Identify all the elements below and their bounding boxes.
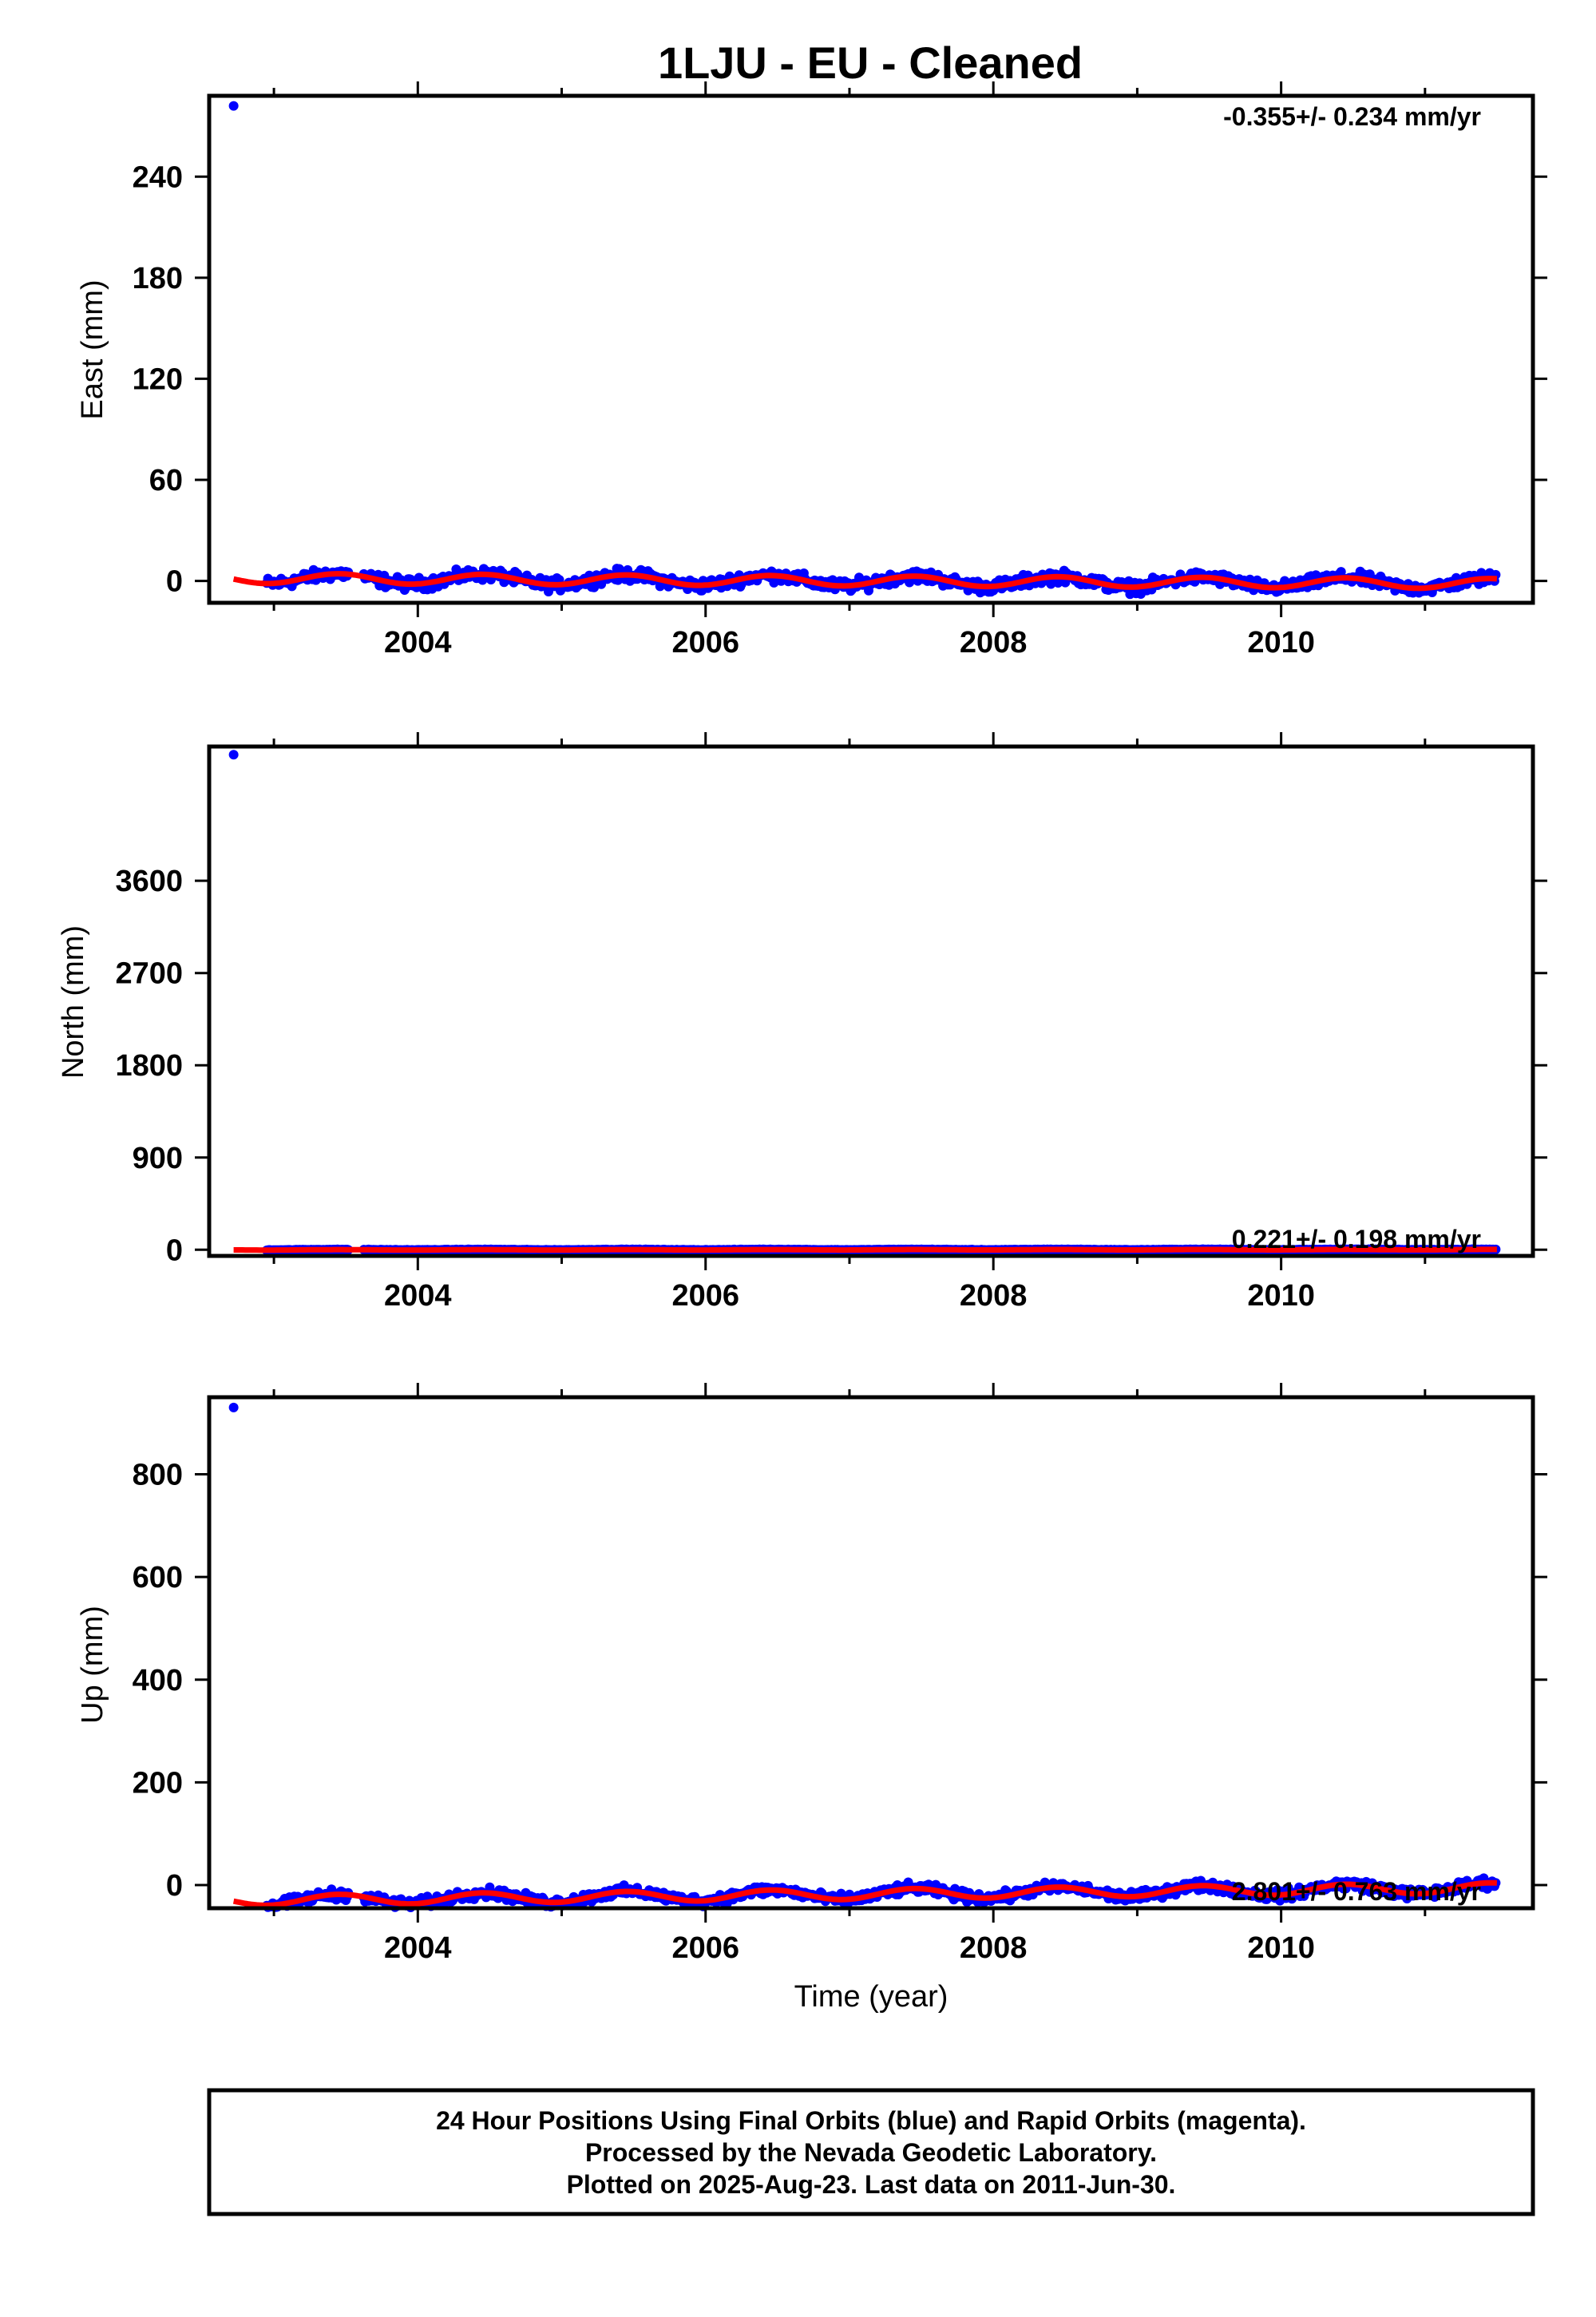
- east-y-tick-label: 120: [133, 362, 183, 396]
- north-y-tick-label: 2700: [115, 957, 183, 991]
- chart-title: 1LJU - EU - Cleaned: [658, 38, 1083, 88]
- north-x-tick-label: 2004: [384, 1279, 452, 1313]
- east-plot-frame: [207, 93, 1535, 605]
- north-plot-frame: [207, 744, 1535, 1258]
- east-x-tick-label: 2010: [1247, 626, 1315, 659]
- up-data-marks: [228, 1402, 1501, 1912]
- east-x-tick-label: 2004: [384, 626, 452, 659]
- footer-line-3: Plotted on 2025-Aug-23. Last data on 201…: [567, 2170, 1176, 2199]
- up-x-tick-label: 2004: [384, 1931, 452, 1965]
- x-axis-label: Time (year): [794, 1980, 948, 2014]
- up-x-tick-label: 2008: [960, 1931, 1028, 1965]
- east-panel: East (mm) 2004 2006 2008 2010 0 60 120 180 240 -…: [76, 81, 1547, 659]
- up-y-tick-label: 600: [133, 1561, 183, 1594]
- east-data-marks: [228, 101, 1501, 600]
- east-model-curve: [232, 571, 1498, 592]
- up-panel: Up (mm) 2004 2006 2008 2010 0 200 400 600 800 2.…: [76, 1383, 1547, 1965]
- up-y-tick-label: 0: [166, 1869, 183, 1903]
- east-y-tick-label: 60: [149, 464, 183, 497]
- north-y-tick-label: 0: [166, 1234, 183, 1267]
- east-y-tick-label: 240: [133, 160, 183, 194]
- north-y-tick-label: 1800: [115, 1049, 183, 1083]
- north-x-tick-label: 2006: [671, 1279, 739, 1313]
- up-x-tick-label: 2006: [671, 1931, 739, 1965]
- east-y-tick-label: 180: [133, 262, 183, 295]
- up-x-tick-label: 2010: [1247, 1931, 1315, 1965]
- up-plot-frame: [207, 1395, 1535, 1911]
- north-y-axis-label: North (mm): [57, 925, 90, 1079]
- up-rate-label: 2.801+/- 0.763 mm/yr: [1232, 1877, 1481, 1906]
- north-panel: North (mm) 2004 2006 2008 2010 0 900 1800 2700 3…: [57, 732, 1547, 1313]
- north-y-tick-label: 900: [133, 1142, 183, 1175]
- up-y-axis-label: Up (mm): [76, 1606, 109, 1724]
- east-x-tick-label: 2006: [671, 626, 739, 659]
- east-outlier-point: [228, 101, 239, 111]
- north-axis-ticks: 2004 2006 2008 2010 0 900 1800 2700 3600: [115, 732, 1547, 1313]
- north-x-tick-label: 2008: [960, 1279, 1028, 1313]
- north-y-tick-label: 3600: [115, 865, 183, 898]
- north-rate-label: 0.221+/- 0.198 mm/yr: [1232, 1225, 1481, 1254]
- north-outlier-point: [228, 750, 239, 760]
- east-axis-ticks: 2004 2006 2008 2010 0 60 120 180 240: [133, 81, 1547, 659]
- east-rate-label: -0.355+/- 0.234 mm/yr: [1223, 102, 1481, 131]
- up-y-tick-label: 200: [133, 1766, 183, 1800]
- footer-box: 24 Hour Positions Using Final Orbits (bl…: [207, 2088, 1535, 2216]
- north-x-tick-label: 2010: [1247, 1279, 1315, 1313]
- up-outlier-point: [228, 1402, 239, 1412]
- east-y-axis-label: East (mm): [76, 279, 109, 419]
- up-y-tick-label: 400: [133, 1664, 183, 1697]
- footer-line-2: Processed by the Nevada Geodetic Laborat…: [585, 2138, 1157, 2167]
- up-y-tick-label: 800: [133, 1458, 183, 1491]
- east-y-tick-label: 0: [166, 565, 183, 599]
- east-x-tick-label: 2008: [960, 626, 1028, 659]
- north-data-marks: [228, 750, 1501, 1256]
- footer-line-1: 24 Hour Positions Using Final Orbits (bl…: [436, 2106, 1306, 2135]
- east-data-point: [451, 564, 461, 574]
